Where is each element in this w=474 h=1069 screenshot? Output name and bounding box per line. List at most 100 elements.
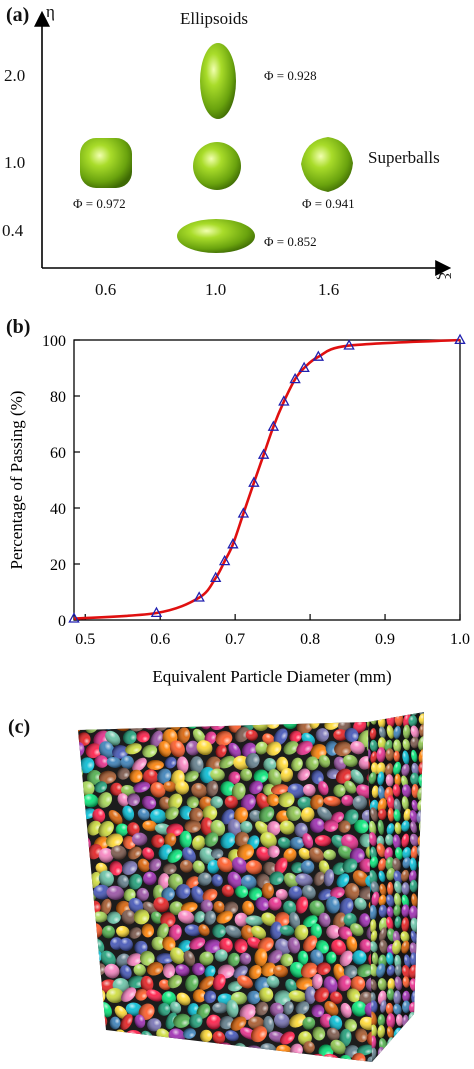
particle-shading xyxy=(100,1054,116,1062)
particle-shading xyxy=(386,965,395,976)
particle-shading xyxy=(359,913,370,928)
packed-particle xyxy=(78,824,86,835)
packed-particle xyxy=(129,1056,141,1062)
particle-shading xyxy=(393,870,403,884)
particle-shading xyxy=(386,916,394,931)
particle-shading xyxy=(333,912,346,930)
packed-particle xyxy=(143,1056,159,1062)
data-point-marker xyxy=(278,395,290,406)
particle-shading xyxy=(344,780,357,794)
particle-shading xyxy=(234,912,248,927)
particle-shading xyxy=(63,961,79,977)
packed-particle xyxy=(63,961,79,977)
particle-shading xyxy=(336,768,352,784)
phi-label-octahedral: Φ = 0.941 xyxy=(302,196,355,211)
particle-shading xyxy=(387,795,395,810)
particle-shading xyxy=(401,1026,410,1040)
particle-shading xyxy=(163,863,177,875)
particle-shading xyxy=(369,941,378,953)
particle-shading xyxy=(176,992,191,1006)
particle-shading xyxy=(310,794,324,810)
particle-shading xyxy=(241,874,257,890)
particle-shading xyxy=(122,860,138,875)
packed-particle xyxy=(370,712,379,715)
particle-shading xyxy=(136,730,150,743)
packed-particle xyxy=(78,875,84,890)
particle-shading xyxy=(116,925,130,937)
particle-shading xyxy=(419,724,424,737)
particle-shading xyxy=(309,818,325,833)
particle-shading xyxy=(303,935,318,952)
particle-shading xyxy=(401,894,410,908)
particle-shading xyxy=(165,806,179,820)
particle-shading xyxy=(318,912,331,928)
particle-shading xyxy=(386,1026,394,1039)
particle-shading xyxy=(255,1001,269,1016)
particle-shading xyxy=(343,754,358,767)
particle-shading xyxy=(161,991,176,1006)
particle-shading xyxy=(344,1019,357,1032)
particle-shading xyxy=(385,856,395,871)
particle-shading xyxy=(297,950,309,965)
particle-shading xyxy=(394,773,401,787)
particle-shading xyxy=(309,900,325,916)
particle-shading xyxy=(248,965,262,980)
particle-shading xyxy=(200,766,215,784)
particle-shading xyxy=(295,873,313,887)
particle-shading xyxy=(400,1049,409,1062)
particle-shading xyxy=(212,1055,226,1062)
particle-shading xyxy=(147,759,164,771)
packed-particle xyxy=(395,1050,402,1062)
particle-shading xyxy=(186,876,200,889)
particle-shading xyxy=(104,963,120,979)
packed-particle xyxy=(419,869,424,884)
particle-shading xyxy=(133,963,146,976)
particle-shading xyxy=(120,755,134,769)
particle-shading xyxy=(289,730,302,743)
particle-shading xyxy=(387,978,395,991)
particle-shading xyxy=(212,1002,228,1014)
particle-shading xyxy=(266,975,280,988)
particle-shading xyxy=(409,942,418,956)
data-point-marker xyxy=(227,538,239,549)
particle-shading xyxy=(418,713,424,725)
particle-shading xyxy=(147,1018,162,1032)
oblate-ellipsoid-particle xyxy=(177,219,255,253)
eta-tick-1-0: 1.0 xyxy=(4,153,26,172)
particle-shading xyxy=(394,976,403,991)
particle-shading xyxy=(126,822,140,837)
particle-shading xyxy=(78,1029,86,1044)
plot-frame xyxy=(73,339,461,621)
particle-shading xyxy=(128,897,144,914)
particle-shading xyxy=(231,782,246,801)
particle-shading xyxy=(196,1003,211,1019)
particle-shading xyxy=(192,963,205,976)
particle-shading xyxy=(284,1052,297,1062)
packed-particle xyxy=(408,1027,417,1041)
particle-shading xyxy=(402,857,411,869)
particle-shading xyxy=(191,782,207,798)
particle-shading xyxy=(331,939,346,956)
particle-shading xyxy=(303,783,316,797)
particle-shading xyxy=(370,712,379,715)
particle-shading xyxy=(79,859,91,873)
particle-shading xyxy=(401,940,410,954)
particle-shading xyxy=(102,925,115,939)
particle-shading xyxy=(108,1042,121,1058)
particle-shading xyxy=(105,833,123,848)
particle-shading xyxy=(419,869,424,884)
particle-shading xyxy=(170,947,185,964)
particle-shading xyxy=(365,977,372,992)
particle-shading xyxy=(279,820,295,835)
particle-shading xyxy=(216,910,233,924)
particle-shading xyxy=(402,990,410,1002)
particle-shading xyxy=(330,886,345,899)
packed-particle xyxy=(78,859,79,874)
particle-shading xyxy=(418,965,424,978)
data-point-marker xyxy=(150,606,163,618)
packed-particle xyxy=(417,1050,424,1062)
particle-shading xyxy=(385,763,394,777)
particle-shading xyxy=(274,1013,290,1029)
particle-shading xyxy=(338,820,351,833)
particle-shading xyxy=(289,1013,306,1028)
